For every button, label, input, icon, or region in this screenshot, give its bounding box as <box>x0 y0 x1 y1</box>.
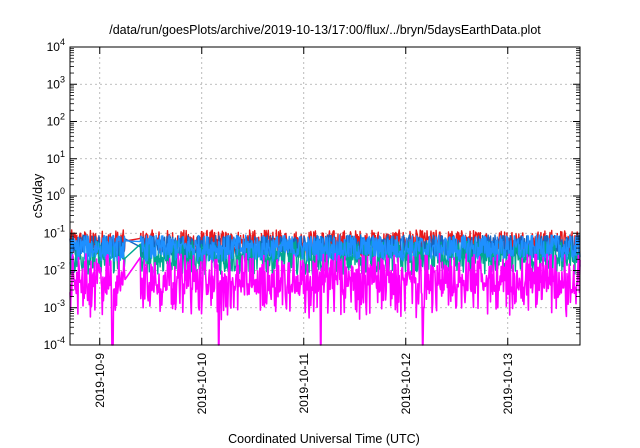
series-layer <box>69 229 581 346</box>
x-tick-label: 2019-10-11 <box>297 353 311 414</box>
x-tick-label: 2019-10-10 <box>195 353 209 415</box>
axis-ticks: 10-4 10-3 10-2 10-1 100 101 102 103 104 2019-10-9… <box>44 37 580 414</box>
x-tick-label: 2019-10-12 <box>399 353 413 415</box>
y-tick-label: 100 <box>47 186 65 203</box>
chart-title: /data/run/goesPlots/archive/2019-10-13/1… <box>109 23 541 37</box>
x-tick-label: 2019-10-13 <box>501 353 515 415</box>
y-tick-label: 103 <box>47 74 65 91</box>
y-tick-label: 104 <box>47 37 65 54</box>
y-tick-label: 102 <box>47 112 65 129</box>
series-line-5 <box>69 252 581 346</box>
series-line-4 <box>69 234 581 262</box>
x-axis-label: Coordinated Universal Time (UTC) <box>228 432 420 446</box>
y-tick-label: 10-4 <box>44 335 65 352</box>
y-tick-label: 10-3 <box>44 298 65 315</box>
y-tick-label: 10-1 <box>44 223 65 240</box>
y-axis-label: cSv/day <box>31 173 45 218</box>
y-tick-label: 101 <box>47 149 65 166</box>
y-tick-label: 10-2 <box>44 261 65 278</box>
x-tick-label: 2019-10-9 <box>93 353 107 408</box>
grid-lines <box>70 47 580 345</box>
